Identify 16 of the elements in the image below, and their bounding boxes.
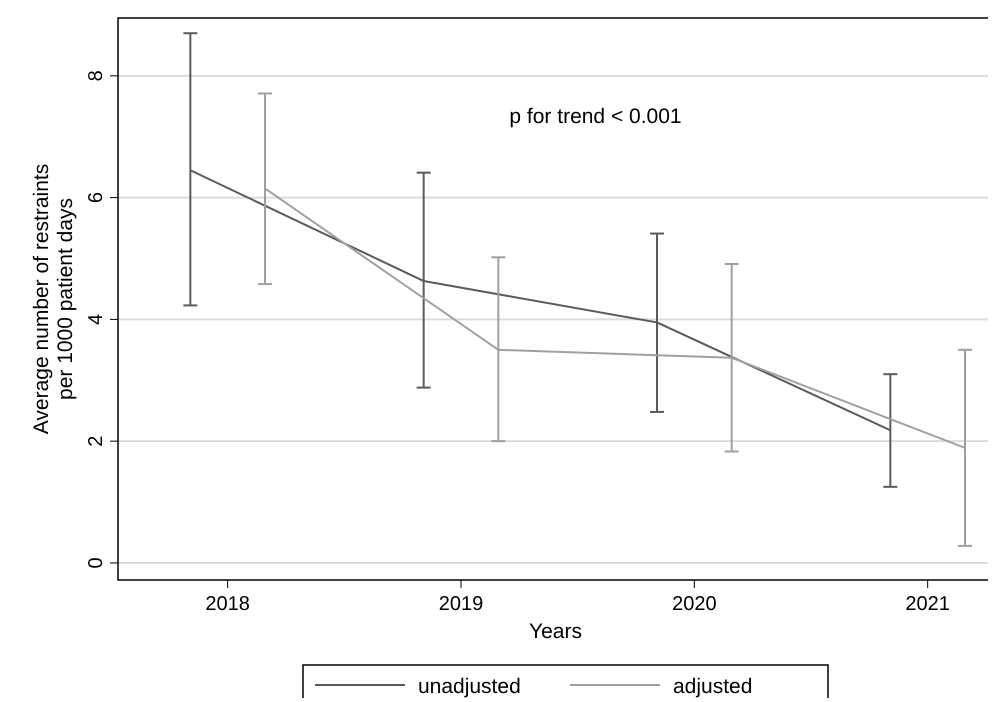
x-tick-label: 2021 <box>905 593 950 615</box>
y-tick-label: 4 <box>85 314 107 325</box>
y-axis-title: Average number of restraints per 1000 patient days <box>30 164 77 434</box>
legend-label: unadjusted <box>418 675 521 698</box>
x-tick-label: 2020 <box>672 593 717 615</box>
y-tick-label: 2 <box>85 436 107 447</box>
annotation: p for trend < 0.001 <box>509 105 682 128</box>
x-tick-label: 2018 <box>205 593 250 615</box>
line-series <box>264 187 966 449</box>
y-tick-label: 8 <box>85 70 107 82</box>
y-tick-label: 0 <box>85 557 107 569</box>
x-axis-title: Years <box>529 620 582 643</box>
line-series <box>189 169 892 432</box>
x-tick-label: 2019 <box>438 593 484 615</box>
y-tick-label: 6 <box>85 192 107 204</box>
legend-label: adjusted <box>673 675 752 698</box>
